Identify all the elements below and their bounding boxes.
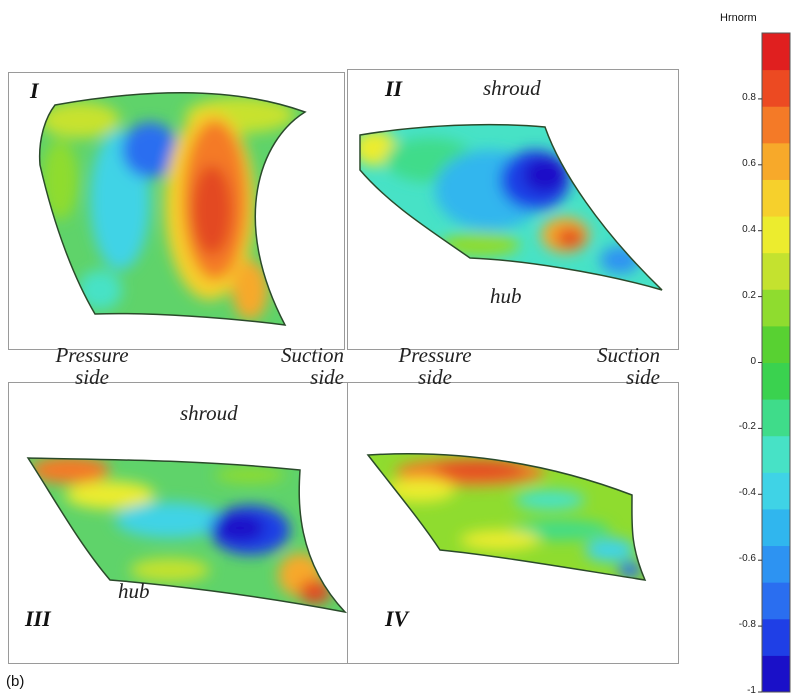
outline-panel-ii (359, 123, 663, 291)
suction-word-2: Suction (597, 343, 660, 367)
colorbar-tick-label: -0.6 (738, 553, 756, 565)
hub-label-ii: hub (490, 284, 522, 308)
contour-panel-iii (28, 458, 345, 612)
colorbar-band (762, 216, 790, 254)
colorbar-tick-label: -0.2 (738, 421, 756, 433)
colorbar-title: Hrnorm (720, 12, 757, 24)
suction-side-label-1: Suction side (262, 344, 344, 388)
figure-caption: (b) (6, 673, 25, 690)
contour-panel-i (39, 92, 305, 326)
outline-panel-i (38, 92, 307, 326)
colorbar-band (762, 655, 790, 693)
panel-label-ii: II (385, 76, 403, 101)
panel-label-i: I (30, 78, 39, 103)
colorbar (758, 32, 791, 693)
colorbar-band (762, 618, 790, 656)
shroud-label-iii: shroud (180, 401, 238, 425)
colorbar-band (762, 435, 790, 473)
colorbar-band (762, 33, 790, 71)
panel-label-iv: IV (385, 606, 409, 631)
colorbar-tick-label: -1 (747, 685, 756, 696)
colorbar-band (762, 582, 790, 620)
colorbar-band (762, 69, 790, 107)
colorbar-tick-label: 0 (750, 355, 756, 367)
colorbar-band (762, 472, 790, 510)
panel-label-iii: III (25, 606, 51, 631)
colorbar-band (762, 545, 790, 583)
suction-side-label-2: Suction side (578, 344, 660, 388)
hub-label-iii: hub (118, 579, 150, 603)
colorbar-band (762, 106, 790, 144)
colorbar-band (762, 179, 790, 217)
colorbar-tick-label: -0.8 (738, 619, 756, 631)
side-word-3: side (418, 365, 452, 389)
side-word-4: side (626, 365, 660, 389)
colorbar-band (762, 289, 790, 327)
colorbar-band (762, 362, 790, 400)
colorbar-tick-label: -0.4 (738, 487, 756, 499)
colorbar-band (762, 252, 790, 290)
colorbar-band (762, 142, 790, 180)
colorbar-tick-label: 0.8 (742, 91, 756, 103)
contour-panel-iv (368, 453, 645, 580)
colorbar-band (762, 508, 790, 547)
suction-word-1: Suction (281, 343, 344, 367)
pressure-side-label-1: Pressure side (42, 344, 142, 388)
pressure-side-label-2: Pressure side (385, 344, 485, 388)
side-word-2: side (310, 365, 344, 389)
contour-panel-ii (360, 124, 662, 290)
shroud-label-ii: shroud (483, 76, 541, 100)
colorbar-tick-label: 0.2 (742, 289, 756, 301)
side-word-1: side (75, 365, 109, 389)
outline-panel-iii (26, 457, 348, 614)
colorbar-tick-label: 0.6 (742, 157, 756, 169)
colorbar-tick-label: 0.4 (742, 223, 756, 235)
colorbar-band (762, 325, 790, 363)
outline-panel-iv (366, 453, 647, 581)
pressure-word-2: Pressure (398, 343, 472, 367)
colorbar-band (762, 399, 790, 437)
pressure-word-1: Pressure (55, 343, 129, 367)
